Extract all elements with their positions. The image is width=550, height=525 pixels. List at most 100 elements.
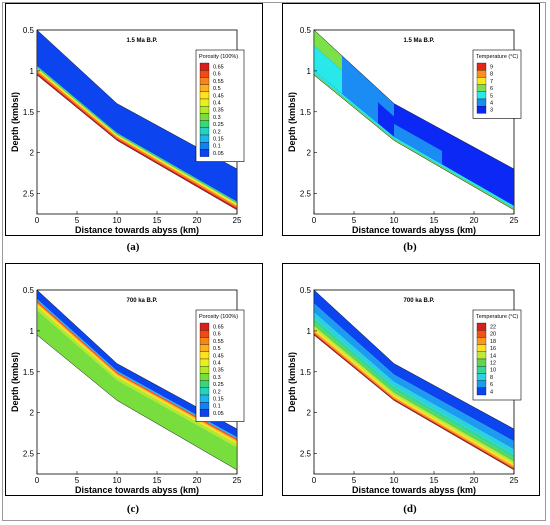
legend-label-3: 0.5: [213, 346, 221, 352]
legend-swatch-9: [476, 387, 487, 396]
legend-swatch-5: [476, 98, 487, 107]
panel-d: 0 5 10 15 20 25 0.5 1 1.5 2 2.5 700 ka B.P. Distance…: [282, 263, 540, 496]
x-tick-label-5: 25: [233, 476, 242, 485]
x-tick-label-2: 10: [113, 476, 122, 485]
legend-label-9: 4: [490, 389, 493, 395]
figure-frame: [2, 2, 546, 521]
legend-label-2: 7: [490, 79, 493, 85]
legend-swatch-7: [199, 373, 210, 381]
y-tick-label-0: 0.5: [23, 286, 35, 295]
x-tick-label-5: 25: [233, 216, 242, 225]
contour-band-1: [314, 303, 514, 450]
panel-c: 0 5 10 15 20 25 0.5 1 1.5 2 2.5 700 ka B.P. Distance…: [5, 263, 263, 496]
legend-swatch-10: [199, 394, 210, 403]
legend-label-5: 0.4: [213, 101, 221, 107]
legend-swatch-1: [199, 330, 210, 338]
legend-label-8: 6: [490, 382, 493, 388]
legend-swatch-2: [199, 77, 210, 85]
x-tick-label-0: 0: [35, 476, 40, 485]
legend-swatch-6: [476, 106, 487, 114]
y-tick-label-1: 1: [307, 67, 312, 76]
contour-band-0: [314, 30, 514, 210]
legend-label-0: 9: [490, 65, 493, 71]
legend-label-12: 0.05: [213, 151, 224, 157]
contour-band-5: [314, 325, 514, 465]
x-tick-label-0: 0: [312, 216, 317, 225]
y-tick-label-2: 1.5: [23, 108, 35, 117]
legend-swatch-1: [476, 70, 487, 78]
legend-label-1: 0.6: [213, 332, 221, 338]
legend-label-2: 18: [490, 339, 496, 345]
x-tick-label-3: 15: [153, 476, 162, 485]
chart-title: 700 ka B.P.: [404, 298, 435, 304]
x-tick-label-1: 5: [75, 476, 80, 485]
legend-swatch-6: [476, 366, 487, 374]
legend-label-1: 0.6: [213, 72, 221, 78]
legend-label-7: 8: [490, 375, 493, 381]
legend-swatch-12: [199, 409, 210, 417]
contour-band-0: [37, 290, 237, 438]
y-tick-label-2: 1.5: [300, 108, 312, 117]
contour-band-0: [37, 30, 237, 202]
legend-swatch-0: [199, 322, 210, 331]
y-tick-label-3: 2: [30, 149, 35, 158]
legend-label-8: 0.25: [213, 122, 224, 128]
contour-band-5: [37, 306, 237, 448]
legend-swatch-4: [199, 91, 210, 100]
x-tick-label-5: 25: [510, 216, 519, 225]
legend-swatch-3: [476, 344, 487, 352]
legend-swatch-7: [199, 113, 210, 121]
x-axis-title: Distance towards abyss (km): [352, 225, 476, 235]
domain-outline: [313, 289, 515, 471]
domain-outline: [36, 289, 238, 471]
legend-title: Temperature (°C): [476, 314, 518, 320]
legend-label-11: 0.1: [213, 404, 221, 410]
y-tick-label-2: 1.5: [23, 368, 35, 377]
legend-swatch-8: [199, 120, 210, 128]
legend-label-4: 5: [490, 93, 493, 99]
x-axis-title: Distance towards abyss (km): [75, 485, 199, 495]
legend-title: Porosity (100%): [199, 54, 238, 60]
legend-label-11: 0.1: [213, 144, 221, 150]
x-tick-label-4: 20: [193, 476, 202, 485]
domain-outline: [36, 29, 238, 211]
legend-label-4: 0.45: [213, 353, 224, 359]
x-axis-title: Distance towards abyss (km): [75, 225, 199, 235]
legend-swatch-9: [199, 127, 210, 136]
chart-d: 0 5 10 15 20 25 0.5 1 1.5 2 2.5 700 ka B.P. Distance…: [287, 286, 522, 495]
y-tick-label-1: 1: [30, 67, 35, 76]
x-tick-label-4: 20: [470, 216, 479, 225]
x-tick-label-1: 5: [352, 216, 357, 225]
x-tick-label-1: 5: [75, 216, 80, 225]
x-tick-label-2: 10: [390, 476, 399, 485]
legend-swatch-3: [199, 84, 210, 92]
caption-b: (b): [403, 241, 417, 253]
legend-label-9: 0.2: [213, 389, 221, 395]
chart-b: 0 5 10 15 20 25 0.5 1 1.5 2 2.5 1.5 Ma B.P. Distance…: [287, 26, 522, 235]
x-tick-label-3: 15: [430, 216, 439, 225]
legend-swatch-9: [199, 387, 210, 396]
legend-label-4: 0.45: [213, 93, 224, 99]
legend-label-10: 0.15: [213, 137, 224, 143]
legend-swatch-0: [199, 62, 210, 71]
legend-label-1: 20: [490, 332, 496, 338]
legend-swatch-8: [476, 380, 487, 388]
legend-swatch-2: [476, 77, 487, 85]
y-tick-label-1: 1: [307, 327, 312, 336]
legend-swatch-4: [199, 351, 210, 360]
legend-label-2: 0.55: [213, 339, 224, 345]
x-axis-title: Distance towards abyss (km): [352, 485, 476, 495]
chart-title: 700 ka B.P.: [127, 298, 158, 304]
legend-label-3: 16: [490, 346, 496, 352]
x-tick-label-4: 20: [470, 476, 479, 485]
legend-label-3: 6: [490, 86, 493, 92]
legend-swatch-10: [199, 134, 210, 143]
legend-label-6: 10: [490, 368, 496, 374]
legend-swatch-12: [199, 149, 210, 157]
legend-label-12: 0.05: [213, 411, 224, 417]
legend-label-3: 0.5: [213, 86, 221, 92]
caption-d: (d): [403, 503, 417, 515]
legend-title: Porosity (100%): [199, 314, 238, 320]
legend-swatch-6: [199, 106, 210, 114]
legend-swatch-0: [476, 322, 487, 331]
